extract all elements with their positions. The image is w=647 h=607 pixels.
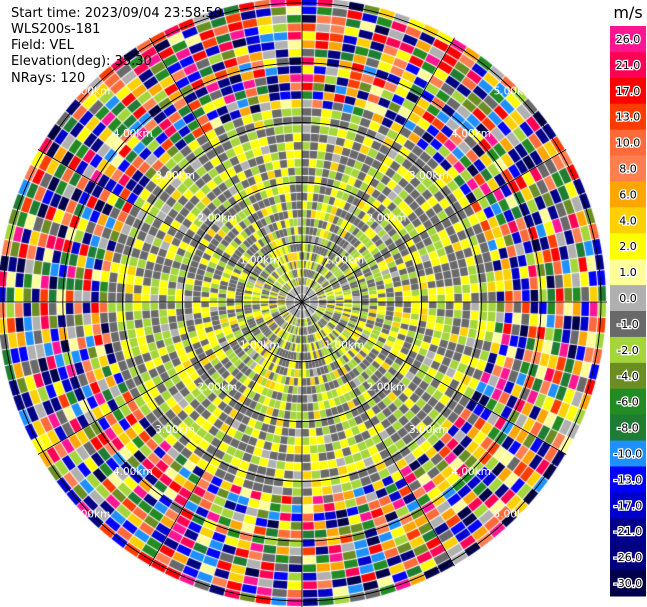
ring-label: 4.00km xyxy=(113,128,153,140)
ring-label: 1.00km xyxy=(240,255,280,267)
ring-label: 5.00km xyxy=(71,86,111,98)
colorbar-tick-label: -17.0 xyxy=(614,499,642,512)
colorbar-swatch xyxy=(610,544,646,571)
azimuth-spoke-300 xyxy=(37,149,303,303)
colorbar-tick-label: 4.0 xyxy=(619,214,637,227)
colorbar-tick-label: 10.0 xyxy=(616,137,641,150)
start-time-label: Start time: 2023/09/04 23:58:59 xyxy=(11,6,223,21)
elevation-label: Elevation(deg): 35.30 xyxy=(11,54,152,69)
colorbar-swatch xyxy=(610,207,646,234)
colorbar-unit-label: m/s xyxy=(613,3,642,22)
ring-label: 3.00km xyxy=(155,170,195,182)
ring-label: 5.00km xyxy=(494,508,534,520)
azimuth-spoke-120 xyxy=(301,301,567,455)
colorbar-swatch xyxy=(610,155,646,182)
ring-label: 4.00km xyxy=(113,466,153,478)
colorbar-tick-label: 6.0 xyxy=(619,188,637,201)
colorbar-tick-label: 17.0 xyxy=(616,85,641,98)
colorbar-swatch xyxy=(610,414,646,442)
colorbar-swatch xyxy=(610,466,646,493)
ring-label: 1.00km xyxy=(240,339,280,351)
colorbar-swatch xyxy=(610,26,646,53)
nrays-label: NRays: 120 xyxy=(11,71,86,86)
instrument-label: WLS200s-181 xyxy=(11,22,101,37)
colorbar-tick-label: 8.0 xyxy=(619,163,637,176)
colorbar-tick-label: -8.0 xyxy=(617,422,638,435)
colorbar-tick-label: 26.0 xyxy=(616,33,641,46)
ring-label: 1.00km xyxy=(324,255,364,267)
colorbar-tick-label: -10.0 xyxy=(614,448,642,461)
azimuth-spoke-30 xyxy=(301,37,455,303)
ring-label: 3.00km xyxy=(155,424,195,436)
ring-label: 2.00km xyxy=(198,212,238,224)
ring-label: 4.00km xyxy=(451,128,491,140)
colorbar-tick-label: 21.0 xyxy=(616,59,641,72)
colorbar-tick-label: -1.0 xyxy=(617,318,638,331)
colorbar-tick-label: -2.0 xyxy=(617,344,638,357)
colorbar-swatch xyxy=(610,362,646,390)
colorbar-swatch xyxy=(610,518,646,545)
ring-label: 3.00km xyxy=(409,170,449,182)
colorbar-swatch xyxy=(610,103,646,131)
ring-label: 2.00km xyxy=(367,212,407,224)
colorbar-tick-label: -4.0 xyxy=(617,370,638,383)
colorbar-swatch xyxy=(610,233,646,260)
colorbar-tick-label: -30.0 xyxy=(614,577,642,590)
azimuth-spoke-60 xyxy=(301,149,567,303)
colorbar-swatch xyxy=(610,51,646,79)
colorbar-tick-label: 1.0 xyxy=(619,266,637,279)
colorbar-swatch xyxy=(610,285,646,312)
colorbar-tick-label: 2.0 xyxy=(619,240,637,253)
colorbar-swatch xyxy=(610,129,646,157)
field-label: Field: VEL xyxy=(11,38,74,53)
azimuth-spoke-150 xyxy=(301,301,455,567)
colorbar-swatch xyxy=(610,440,646,467)
colorbar-swatch xyxy=(610,492,646,519)
colorbar-swatch xyxy=(610,259,646,286)
azimuth-spoke-330 xyxy=(149,37,303,303)
ring-label: 2.00km xyxy=(367,382,407,394)
colorbar-tick-label: -13.0 xyxy=(614,473,642,486)
ring-label: 1.00km xyxy=(324,339,364,351)
colorbar-swatch xyxy=(610,311,646,338)
azimuth-spoke-240 xyxy=(37,301,303,455)
ring-label: 5.00km xyxy=(494,86,534,98)
colorbar-swatch xyxy=(610,336,646,364)
colorbar-tick-label: -6.0 xyxy=(617,396,638,409)
colorbar-swatch xyxy=(610,77,646,105)
colorbar-swatch xyxy=(610,570,646,597)
colorbar-tick-label: 0.0 xyxy=(619,292,637,305)
colorbar-swatch xyxy=(610,181,646,208)
ring-label: 4.00km xyxy=(451,466,491,478)
colorbar-tick-label: 13.0 xyxy=(616,111,641,124)
ring-label: 5.00km xyxy=(71,508,111,520)
azimuth-spoke-210 xyxy=(149,301,303,567)
colorbar-tick-label: -21.0 xyxy=(614,525,642,538)
colorbar-tick-label: -26.0 xyxy=(614,551,642,564)
colorbar-swatch xyxy=(610,388,646,416)
ring-label: 3.00km xyxy=(409,424,449,436)
ring-label: 2.00km xyxy=(198,382,238,394)
